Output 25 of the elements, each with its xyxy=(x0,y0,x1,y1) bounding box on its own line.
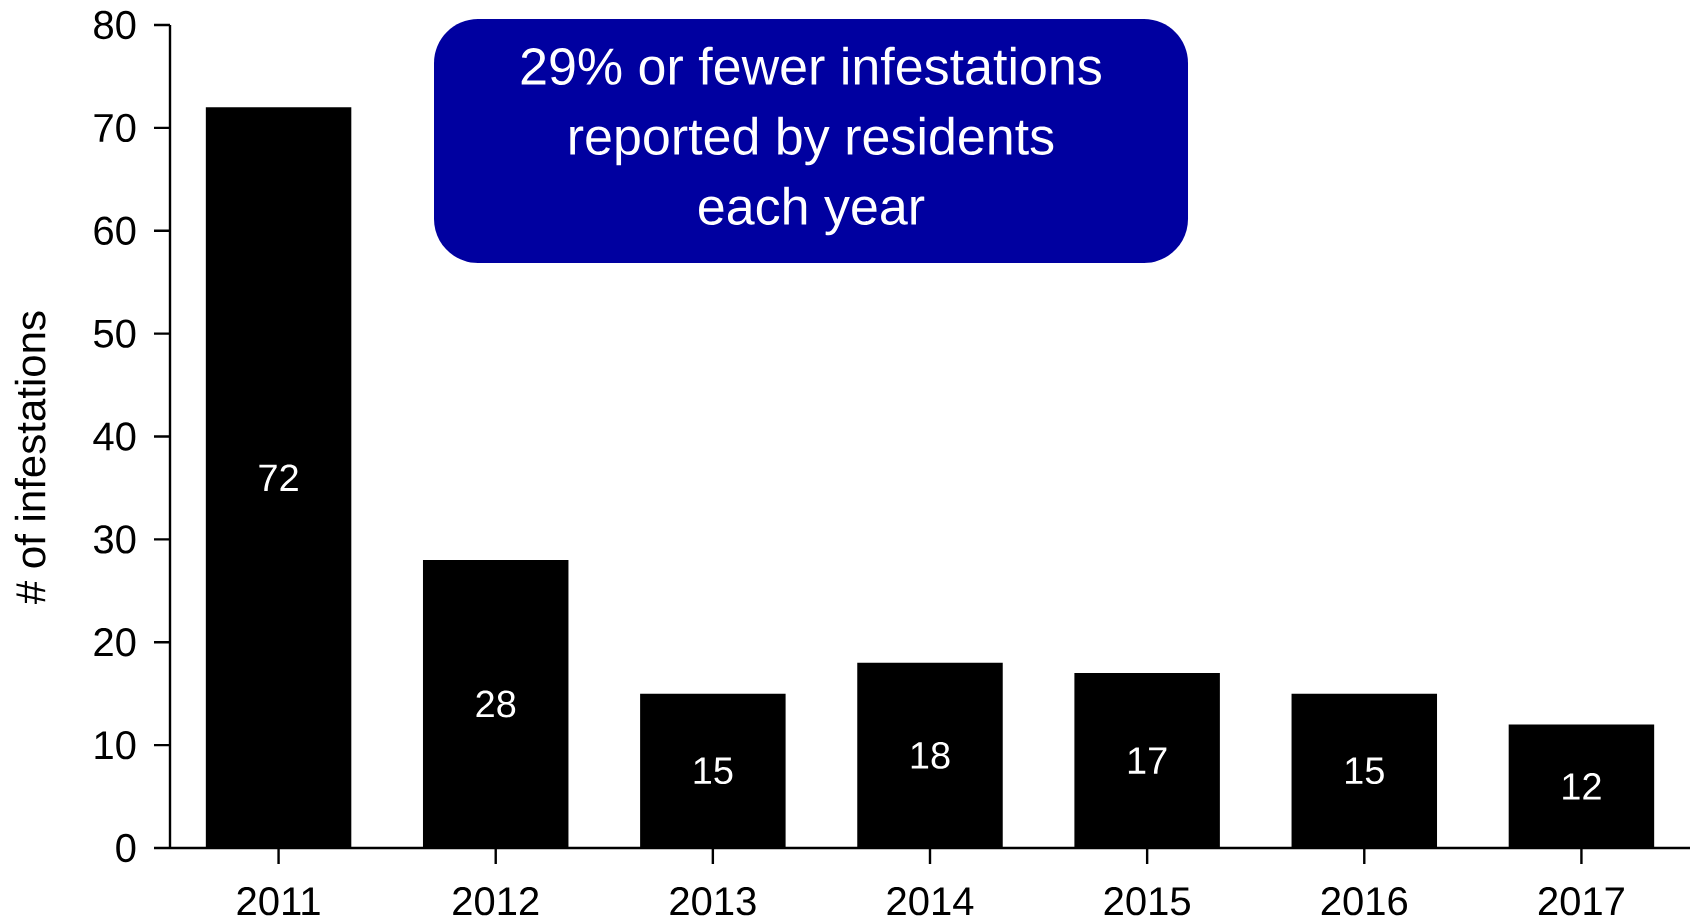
y-tick-label: 70 xyxy=(94,113,136,143)
x-tick-label: 2015 xyxy=(1104,887,1190,916)
y-tick-label: 20 xyxy=(94,628,136,657)
y-axis-title: # of infestations xyxy=(14,311,46,604)
y-tick-label: 0 xyxy=(116,833,136,863)
x-tick-label: 2013 xyxy=(670,887,756,916)
data-label: 18 xyxy=(911,741,950,769)
y-tick-label: 60 xyxy=(94,216,136,245)
x-tick-label: 2014 xyxy=(887,887,974,916)
x-tick-label: 2011 xyxy=(237,887,320,916)
x-tick-label: 2012 xyxy=(453,887,539,916)
y-tick-label: 30 xyxy=(93,525,136,554)
y-tick-label: 10 xyxy=(95,730,136,760)
data-label: 72 xyxy=(259,464,298,491)
data-label: 15 xyxy=(694,757,733,785)
annotation: 29% or fewer infestations reported by residents each year xyxy=(521,46,1101,236)
data-label: 12 xyxy=(1563,773,1601,800)
data-label: 28 xyxy=(476,690,516,718)
data-label: 17 xyxy=(1128,747,1167,774)
data-label: 15 xyxy=(1346,757,1384,785)
x-tick-label: 2016 xyxy=(1321,887,1407,916)
y-tick-label: 40 xyxy=(93,422,136,451)
y-tick-label: 50 xyxy=(94,319,136,348)
y-tick-label: 80 xyxy=(94,10,136,40)
x-tick-label: 2017 xyxy=(1538,887,1624,916)
